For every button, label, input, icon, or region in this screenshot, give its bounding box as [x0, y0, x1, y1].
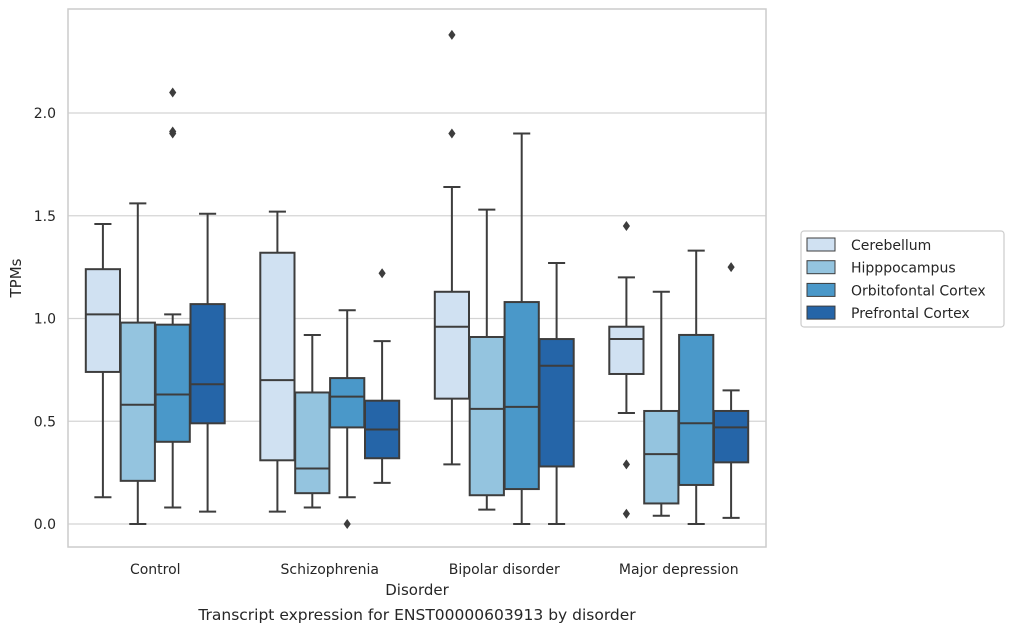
legend-label: Hipppocampus [851, 261, 956, 277]
outlier-point [622, 508, 630, 519]
outlier-point [343, 519, 351, 529]
y-tick-label: 1.5 [34, 209, 56, 225]
y-tick-label: 0.0 [34, 517, 56, 533]
box-hipppocampus [468, 208, 505, 511]
legend-label: Orbitofontal Cortex [851, 283, 986, 299]
box-prefrontal-cortex [189, 212, 226, 513]
box [259, 251, 296, 462]
legend-swatch [806, 305, 836, 320]
box-prefrontal-cortex [538, 262, 575, 525]
box-hipppocampus [119, 202, 156, 525]
box [712, 409, 750, 464]
legend-swatch [806, 260, 836, 275]
figure-caption: Transcript expression for ENST0000060391… [198, 606, 636, 624]
outlier-point [622, 459, 630, 470]
plot-frame [67, 8, 767, 548]
y-tick-label: 0.5 [34, 414, 56, 430]
outlier-point [169, 87, 177, 98]
box-cerebellum [433, 29, 471, 466]
box [468, 335, 505, 497]
box-prefrontal-cortex [363, 268, 401, 484]
box [538, 338, 575, 468]
outlier-point [727, 262, 735, 273]
y-tick-label: 2.0 [34, 106, 56, 122]
legend-label: Cerebellum [851, 238, 931, 254]
box [433, 290, 471, 400]
box-cerebellum [259, 210, 296, 513]
x-tick-label: Bipolar disorder [449, 562, 560, 578]
box-hipppocampus [643, 290, 680, 517]
y-axis-label: TPMs [7, 258, 25, 298]
outlier-point [378, 268, 386, 279]
box-prefrontal-cortex [712, 262, 750, 519]
box [608, 325, 645, 375]
legend-swatch [806, 237, 836, 252]
box [119, 321, 156, 482]
box [503, 301, 540, 491]
legend-frame [800, 230, 1005, 328]
y-axis-ticks: 0.0 0.5 1.0 1.5 2.0 [34, 106, 56, 533]
x-tick-label: Major depression [619, 562, 739, 578]
box [294, 391, 331, 495]
box [678, 333, 715, 486]
outlier-point [448, 128, 456, 139]
box-orbitofontal-cortex [678, 249, 715, 525]
legend-swatch [806, 282, 836, 297]
box-orbitofontal-cortex [154, 87, 191, 509]
box [329, 377, 366, 429]
box-orbitofontal-cortex [329, 309, 366, 529]
box [154, 323, 191, 443]
x-axis-label: Disorder [385, 581, 449, 599]
legend: Cerebellum Hipppocampus Orbitofontal Corte… [800, 230, 1005, 328]
box-hipppocampus [294, 333, 331, 509]
box-cerebellum [84, 222, 122, 499]
x-tick-label: Schizophrenia [281, 562, 379, 578]
outlier-point [448, 29, 456, 40]
box [643, 409, 680, 505]
legend-label: Prefrontal Cortex [851, 306, 970, 322]
x-axis-ticks: Control Schizophrenia Bipolar disorder Majo… [130, 562, 739, 578]
box-orbitofontal-cortex [503, 132, 540, 525]
box [84, 268, 122, 373]
box-cerebellum [608, 221, 645, 519]
outlier-point [169, 126, 177, 137]
box-plot-area [84, 29, 750, 529]
x-tick-label: Control [130, 562, 181, 578]
box [189, 303, 226, 425]
y-tick-label: 1.0 [34, 312, 56, 328]
outlier-point [622, 221, 630, 232]
